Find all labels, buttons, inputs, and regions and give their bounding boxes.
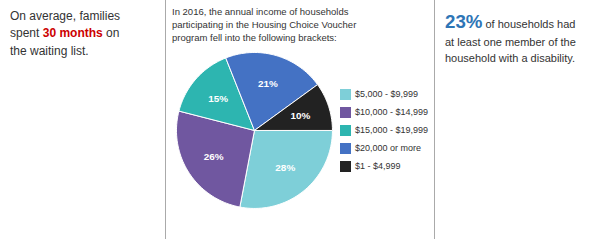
html-text:spent 30 months on: spent 30 months on	[10, 26, 120, 41]
html-text:23%of households had: 23%of households had	[445, 11, 576, 32]
svg-text:10%: 10%	[291, 110, 311, 121]
html-text:$1 - $4,999: $1 - $4,999	[354, 161, 401, 172]
html-text:In 2016, the annual income of: In 2016, the annual income of households…	[172, 6, 357, 43]
html-text:$10,000 - $14,999: $10,000 - $14,999	[354, 107, 428, 118]
html-text:household with a disability.: household with a disability.	[445, 52, 575, 64]
svg-text:28%: 28%	[275, 162, 295, 173]
html-text:On average, families: On average, families	[10, 9, 121, 23]
html-text:$20,000 or more: $20,000 or more	[354, 143, 421, 154]
html-text:$5,000 - $9,999: $5,000 - $9,999	[354, 89, 418, 100]
html-text:$15,000 - $19,999: $15,000 - $19,999	[354, 125, 428, 136]
html-text:at least one member of the: at least one member of the	[445, 36, 576, 49]
html-text:the waiting list.: the waiting list.	[10, 43, 89, 58]
svg-text:21%: 21%	[258, 79, 278, 90]
svg-text:26%: 26%	[204, 151, 224, 162]
svg-text:15%: 15%	[208, 93, 228, 104]
